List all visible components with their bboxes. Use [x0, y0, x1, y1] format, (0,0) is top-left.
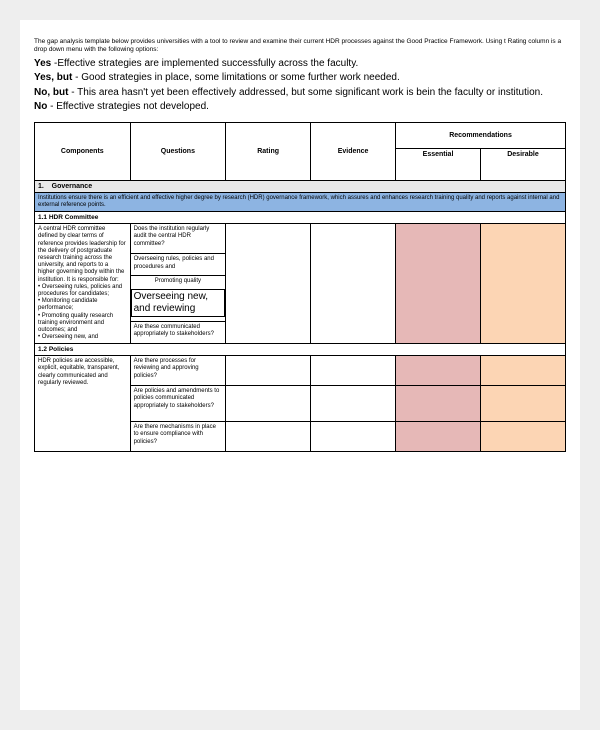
essential-1-2b[interactable] — [396, 386, 481, 422]
option-key: No, but — [34, 87, 68, 98]
evidence-1-1[interactable] — [311, 224, 396, 344]
q-1-1e: Are these communicated appropriately to … — [130, 322, 226, 344]
section-title: Governance — [52, 183, 92, 190]
comp-1-1: A central HDR committee defined by clear… — [35, 224, 131, 344]
option-desc: - This area hasn't yet been effectively … — [68, 87, 543, 98]
evidence-1-2b[interactable] — [311, 386, 396, 422]
gap-analysis-table: Components Questions Rating Evidence Rec… — [34, 122, 566, 452]
option-key: Yes, but — [34, 72, 72, 83]
row-1-2-header: 1.2 Policies — [35, 344, 566, 356]
option-no-but: No, but - This area hasn't yet been effe… — [34, 86, 566, 100]
option-key: No — [34, 101, 47, 112]
option-key: Yes — [34, 58, 51, 69]
hdr-desirable: Desirable — [481, 148, 566, 180]
q-1-1a: Does the institution regularly audit the… — [130, 224, 226, 254]
section-label: 1. Governance — [35, 180, 566, 192]
hdr-evidence: Evidence — [311, 122, 396, 180]
section-num: 1. — [38, 183, 44, 190]
option-desc: - Good strategies in place, some limitat… — [72, 72, 399, 83]
row-1-1-header: 1.1 HDR Committee — [35, 212, 566, 224]
hdr-recommendations: Recommendations — [396, 122, 566, 148]
option-desc: - Effective strategies not developed. — [47, 101, 209, 112]
desirable-1-1[interactable] — [481, 224, 566, 344]
hdr-questions: Questions — [130, 122, 226, 180]
option-no: No - Effective strategies not developed. — [34, 100, 566, 114]
q-1-1b: Overseeing rules, policies and procedure… — [130, 254, 226, 276]
row-1-1a: A central HDR committee defined by clear… — [35, 224, 566, 254]
evidence-1-2c[interactable] — [311, 422, 396, 452]
q-1-2a: Are there processes for reviewing and ap… — [130, 356, 226, 386]
essential-1-2a[interactable] — [396, 356, 481, 386]
intro-text: The gap analysis template below provides… — [34, 38, 566, 55]
section-governance: 1. Governance — [35, 180, 566, 192]
row-1-2a: HDR policies are accessible, explicit, e… — [35, 356, 566, 386]
option-desc: -Effective strategies are implemented su… — [51, 58, 358, 69]
document-page: The gap analysis template below provides… — [20, 20, 580, 710]
q-1-2c: Are there mechanisms in place to ensure … — [130, 422, 226, 452]
rating-1-1[interactable] — [226, 224, 311, 344]
rating-1-2a[interactable] — [226, 356, 311, 386]
hdr-rating: Rating — [226, 122, 311, 180]
option-yes-but: Yes, but - Good strategies in place, som… — [34, 71, 566, 85]
governance-desc-row: Institutions ensure there is an efficien… — [35, 192, 566, 211]
desirable-1-2b[interactable] — [481, 386, 566, 422]
essential-1-2c[interactable] — [396, 422, 481, 452]
q-1-1d-container: Overseeing new, and reviewing — [130, 290, 226, 322]
rating-1-2c[interactable] — [226, 422, 311, 452]
q-1-1c: Promoting quality — [130, 276, 226, 290]
comp-1-2: HDR policies are accessible, explicit, e… — [35, 356, 131, 452]
header-row-1: Components Questions Rating Evidence Rec… — [35, 122, 566, 148]
desirable-1-2a[interactable] — [481, 356, 566, 386]
desirable-1-2c[interactable] — [481, 422, 566, 452]
rating-1-2b[interactable] — [226, 386, 311, 422]
q-1-1d: Overseeing new, and reviewing — [131, 290, 226, 318]
evidence-1-2a[interactable] — [311, 356, 396, 386]
option-yes: Yes -Effective strategies are implemente… — [34, 57, 566, 71]
hdr-essential: Essential — [396, 148, 481, 180]
hdr-components: Components — [35, 122, 131, 180]
row-1-2-label: 1.2 Policies — [35, 344, 566, 356]
governance-desc: Institutions ensure there is an efficien… — [35, 192, 566, 211]
row-1-1-label: 1.1 HDR Committee — [35, 212, 566, 224]
essential-1-1[interactable] — [396, 224, 481, 344]
q-1-2b: Are policies and amendments to policies … — [130, 386, 226, 422]
